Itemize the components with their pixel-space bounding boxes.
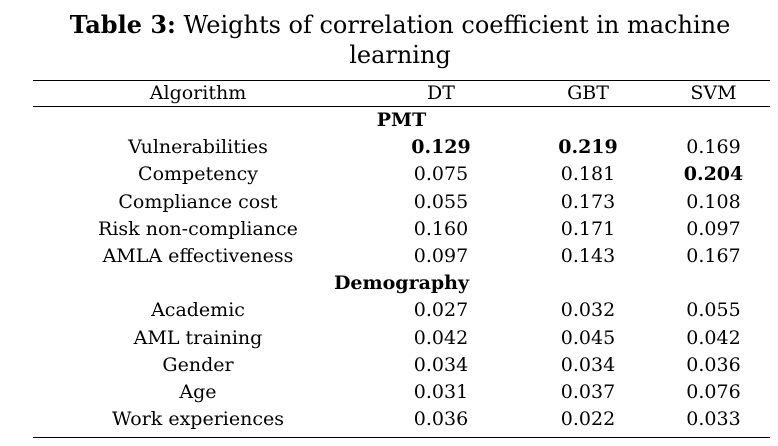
cell-gbt: 0.143	[560, 245, 616, 267]
cell-dt: 0.097	[413, 245, 469, 267]
cell-svm: 0.108	[686, 190, 741, 213]
table-row: Work experiences 0.036 0.022 0.033	[33, 406, 770, 433]
cell-dt: 0.027	[413, 299, 469, 322]
header-dt: DT	[427, 82, 455, 104]
header-algorithm: Algorithm	[149, 82, 247, 104]
row-label: Work experiences	[112, 408, 284, 431]
cell-gbt: 0.045	[560, 326, 616, 349]
row-label: AMLA effectiveness	[102, 245, 294, 267]
row-label: Age	[179, 381, 217, 403]
cell-svm: 0.097	[686, 217, 741, 240]
row-label: Academic	[151, 299, 245, 322]
cell-svm: 0.167	[686, 245, 741, 267]
cell-svm: 0.076	[686, 381, 741, 403]
cell-dt: 0.129	[411, 136, 471, 159]
table-row: AML training 0.042 0.045 0.042	[33, 325, 770, 352]
row-label: AML training	[133, 326, 263, 349]
row-label: Compliance cost	[118, 190, 278, 213]
header-svm: SVM	[690, 82, 737, 104]
table-row: AMLA effectiveness 0.097 0.143 0.167	[33, 243, 770, 270]
cell-dt: 0.036	[413, 408, 469, 431]
cell-gbt: 0.022	[560, 408, 616, 431]
cell-gbt: 0.171	[560, 217, 616, 240]
table-row: Competency 0.075 0.181 0.204	[33, 161, 770, 188]
row-label: Vulnerabilities	[128, 136, 268, 159]
cell-gbt: 0.181	[560, 163, 616, 186]
cell-dt: 0.055	[413, 190, 469, 213]
cell-gbt: 0.219	[558, 136, 618, 159]
header-rule	[33, 106, 770, 107]
table-top-rule	[33, 80, 770, 81]
cell-gbt: 0.173	[560, 190, 616, 213]
row-label: Risk non-compliance	[98, 217, 298, 240]
table-bottom-rule	[33, 437, 770, 438]
row-label: Competency	[138, 163, 258, 186]
cell-gbt: 0.034	[560, 353, 616, 376]
section-header: PMT	[376, 109, 427, 131]
table-row: Vulnerabilities 0.129 0.219 0.169	[33, 134, 770, 161]
caption-label: Table 3:	[69, 10, 176, 39]
table-header-row: Algorithm DT GBT SVM	[33, 80, 770, 107]
table-row: Compliance cost 0.055 0.173 0.108	[33, 189, 770, 216]
caption-text: Weights of correlation coefficient in ma…	[183, 11, 731, 39]
table-row: Risk non-compliance 0.160 0.171 0.097	[33, 216, 770, 243]
cell-svm: 0.169	[686, 136, 741, 159]
cell-svm: 0.036	[686, 353, 741, 376]
cell-svm: 0.055	[686, 299, 741, 322]
header-gbt: GBT	[567, 82, 609, 104]
cell-dt: 0.160	[413, 217, 469, 240]
table-row: Academic 0.027 0.032 0.055	[33, 297, 770, 324]
table-row: Gender 0.034 0.034 0.036	[33, 352, 770, 379]
cell-dt: 0.034	[413, 353, 469, 376]
caption-line-1: Table 3: Weights of correlation coeffici…	[30, 10, 770, 40]
table-row: Age 0.031 0.037 0.076	[33, 379, 770, 406]
cell-dt: 0.075	[413, 163, 469, 186]
cell-svm: 0.204	[683, 163, 744, 186]
row-label: Gender	[162, 353, 234, 376]
cell-gbt: 0.032	[560, 299, 616, 322]
cell-gbt: 0.037	[560, 381, 616, 403]
cell-svm: 0.033	[686, 408, 741, 431]
cell-dt: 0.042	[413, 326, 469, 349]
cell-dt: 0.031	[413, 381, 469, 403]
caption-line-2: learning	[349, 41, 451, 69]
section-header: Demography	[333, 272, 470, 295]
table-caption: Table 3: Weights of correlation coeffici…	[30, 10, 770, 70]
cell-svm: 0.042	[686, 326, 741, 349]
